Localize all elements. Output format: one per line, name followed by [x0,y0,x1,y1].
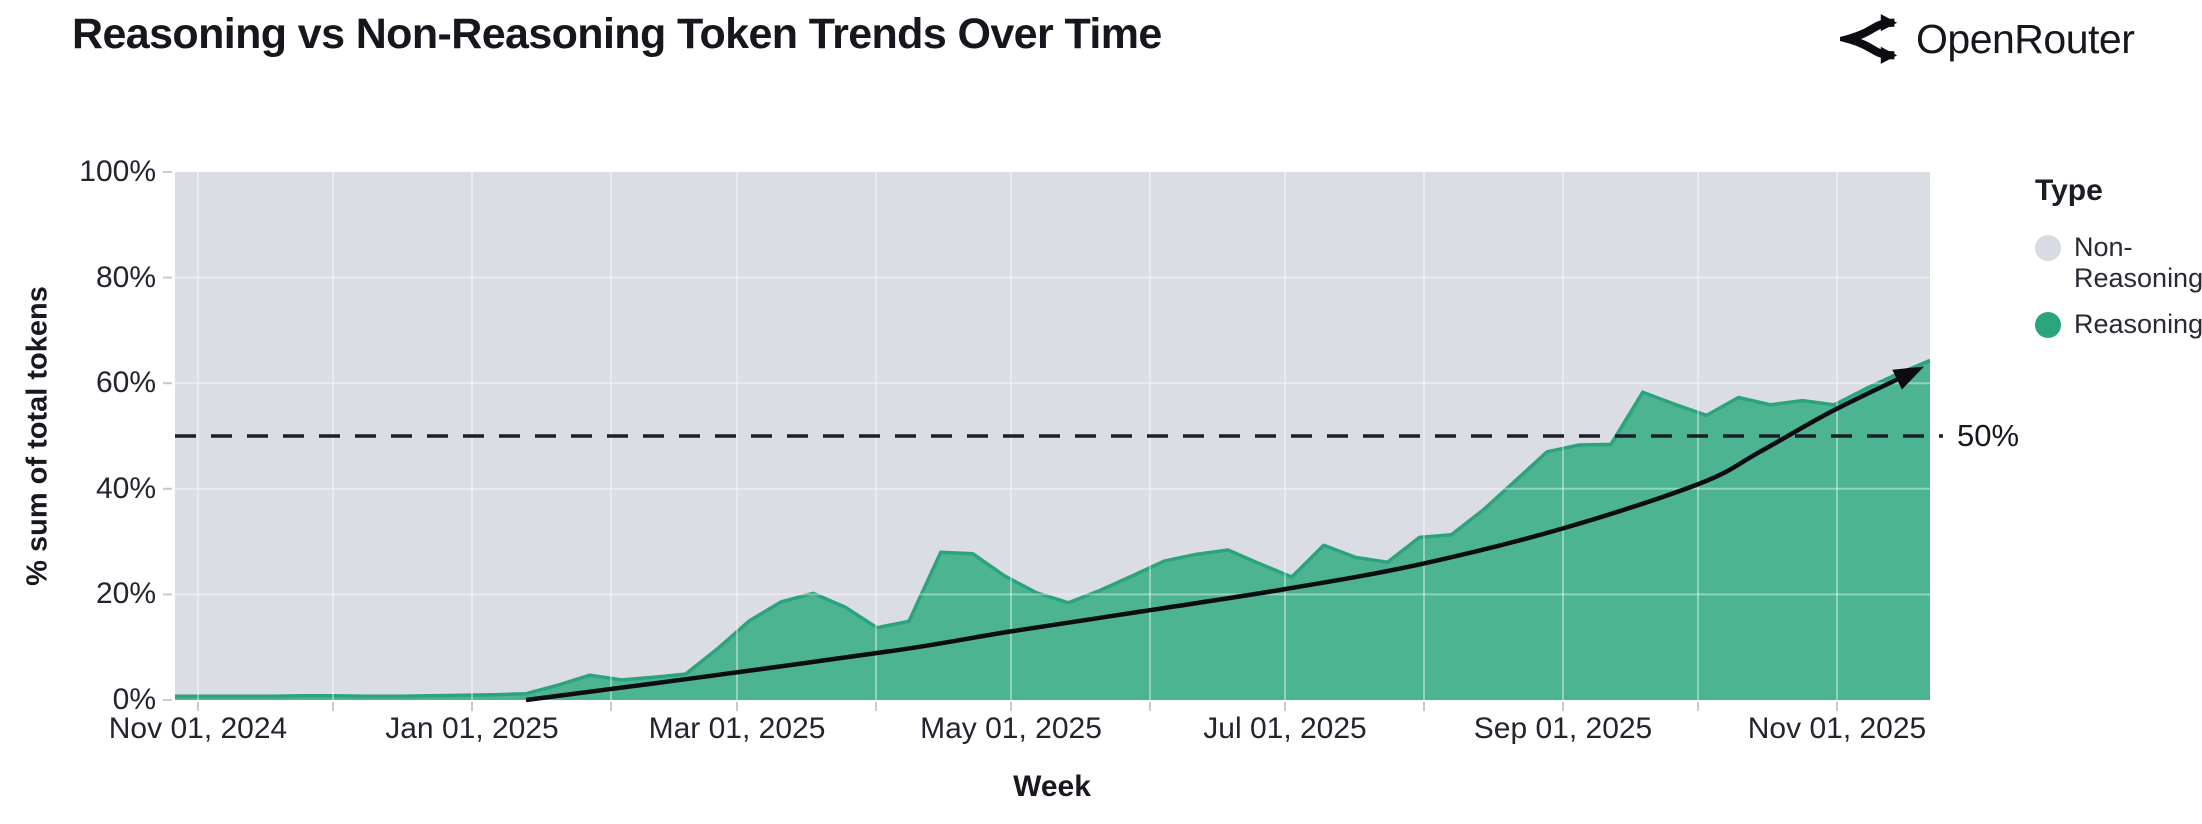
x-tick-sep-2025: Sep 01, 2025 [1473,712,1653,745]
fifty-percent-label: 50% [1957,418,2020,453]
y-tick-0: 0% [112,683,156,716]
legend-label-reasoning: Reasoning [2074,309,2202,339]
x-tick-mar-2025: Mar 01, 2025 [648,712,826,745]
y-tick-60: 60% [95,366,156,399]
openrouter-logo-icon [1840,14,1898,64]
legend-item-non-reasoning[interactable]: Non-Reasoning [2035,232,2202,294]
y-tick-100: 100% [79,155,156,188]
x-tick-may-2025: May 01, 2025 [920,712,1102,745]
brand-name: OpenRouter [1916,15,2135,62]
x-tick-nov-2024: Nov 01, 2024 [108,712,288,745]
x-tick-jan-2025: Jan 01, 2025 [385,712,559,745]
trend-arrowhead [1892,366,1925,390]
y-tick-80: 80% [95,261,156,294]
page-title: Reasoning vs Non-Reasoning Token Trends … [72,10,1162,58]
non-reasoning-swatch-icon [2035,235,2061,261]
x-tick-nov-2025: Nov 01, 2025 [1747,712,1927,745]
y-axis-title: % sum of total tokens [21,286,54,586]
legend-title: Type [2035,174,2103,207]
trend-arrow-line [525,367,1918,703]
reasoning-swatch-icon [2035,312,2061,338]
brand-lockup: OpenRouter [1840,10,2135,68]
reasoning-area [175,360,1930,700]
legend-label-non-reasoning: Non-Reasoning [2074,232,2202,293]
y-tick-20: 20% [95,577,156,610]
x-axis-title: Week [1013,770,1091,803]
legend-item-reasoning[interactable]: Reasoning [2035,309,2202,340]
x-tick-jul-2025: Jul 01, 2025 [1203,712,1367,745]
legend: Type Non-Reasoning Reasoning [2035,174,2202,355]
reasoning-area-edge [175,358,1931,699]
y-tick-40: 40% [95,472,156,505]
